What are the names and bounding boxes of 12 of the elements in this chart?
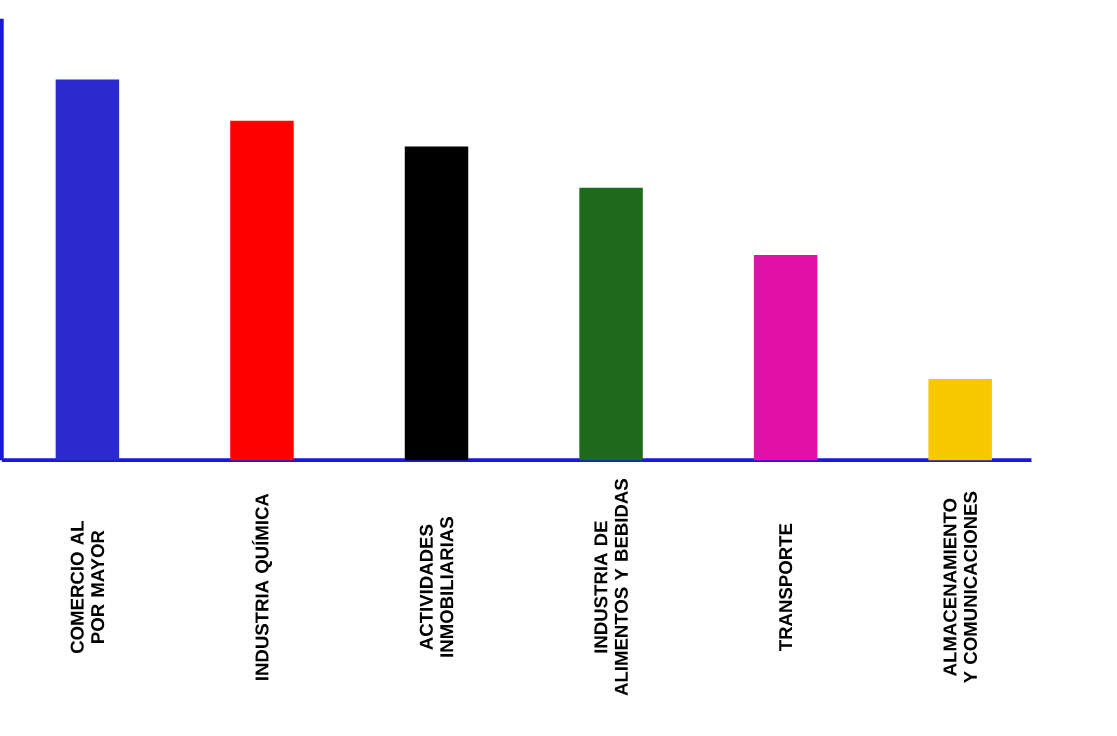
bar <box>404 146 469 461</box>
x-tick-label: ALMACENAMIENTO Y COMUNICACIONES <box>943 492 977 684</box>
bar <box>55 79 120 461</box>
x-tick-label: INDUSTRIA DE ALIMENTOS Y BEBIDAS <box>594 479 628 696</box>
x-tick-label: ACTIVIDADES INMOBILIARIAS <box>419 517 454 657</box>
x-tick-label: COMERCIO AL POR MAYOR <box>70 521 105 654</box>
bar <box>579 187 643 461</box>
x-tick-label: INDUSTRIA QUÍMICA <box>251 493 273 681</box>
x-tick-label: TRANSPORTE <box>779 524 793 652</box>
bar <box>928 379 992 461</box>
bar <box>230 120 294 461</box>
bar <box>753 255 818 461</box>
